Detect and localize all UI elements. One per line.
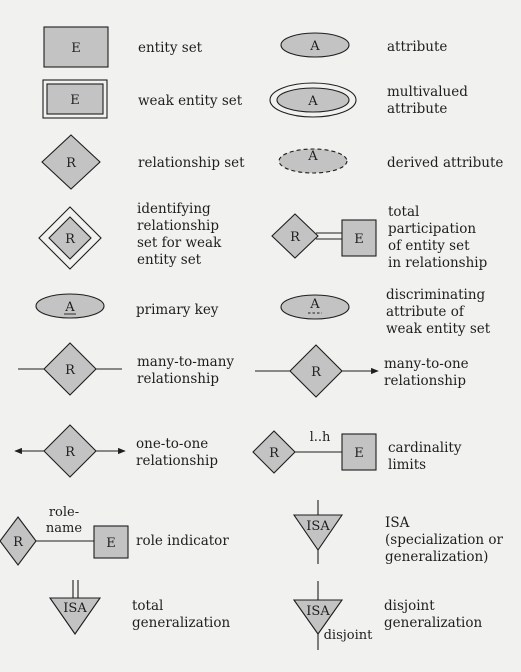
many-to-one-symbol: R bbox=[255, 344, 379, 398]
svg-text:R: R bbox=[65, 232, 76, 247]
role-indicator-symbol: R E role- name bbox=[0, 505, 129, 566]
role-indicator-label: role indicator bbox=[136, 533, 229, 549]
weak-entity-set-double-rectangle: E bbox=[42, 79, 108, 119]
derived-attribute-dashed-ellipse: A bbox=[278, 148, 348, 174]
discriminating-attribute-label: discriminating attribute of weak entity … bbox=[386, 287, 491, 337]
isa-label: ISA (specialization or generalization) bbox=[385, 515, 503, 565]
svg-text:A: A bbox=[309, 39, 320, 54]
svg-text:R: R bbox=[66, 156, 77, 171]
svg-text:E: E bbox=[106, 536, 116, 551]
entity-set-rectangle: E bbox=[43, 26, 109, 68]
svg-text:ISA: ISA bbox=[63, 601, 87, 616]
weak-entity-set-label: weak entity set bbox=[138, 93, 243, 109]
total-participation-symbol: R E bbox=[271, 213, 377, 259]
relationship-set-label: relationship set bbox=[138, 155, 245, 171]
svg-text:E: E bbox=[354, 232, 364, 247]
svg-text:R: R bbox=[269, 446, 280, 461]
discriminating-attribute-ellipse: A bbox=[280, 294, 350, 320]
isa-triangle: ISA bbox=[292, 500, 344, 564]
svg-text:A: A bbox=[307, 149, 318, 164]
relationship-set-diamond: R bbox=[41, 134, 101, 190]
svg-text:A: A bbox=[307, 94, 318, 109]
svg-text:R: R bbox=[65, 363, 76, 378]
identifying-relationship-double-diamond: R bbox=[38, 206, 102, 270]
primary-key-ellipse: A bbox=[35, 293, 105, 319]
svg-text:ISA: ISA bbox=[306, 519, 330, 534]
svg-text:R: R bbox=[13, 535, 24, 550]
svg-text:role-: role- bbox=[49, 505, 79, 520]
primary-key-label: primary key bbox=[136, 302, 219, 318]
total-generalization-triangle: ISA bbox=[48, 580, 102, 635]
attribute-ellipse: A bbox=[280, 32, 350, 58]
svg-text:E: E bbox=[354, 446, 364, 461]
svg-text:E: E bbox=[71, 41, 81, 56]
multivalued-attribute-label: multivalued attribute bbox=[387, 84, 468, 117]
one-to-one-symbol: R bbox=[14, 424, 126, 478]
cardinality-limits-symbol: R E l..h bbox=[252, 430, 377, 474]
cardinality-limits-label: cardinality limits bbox=[388, 440, 462, 473]
multivalued-attribute-double-ellipse: A bbox=[269, 82, 357, 118]
svg-text:l..h: l..h bbox=[310, 430, 331, 445]
derived-attribute-label: derived attribute bbox=[387, 155, 504, 171]
svg-text:disjoint: disjoint bbox=[324, 628, 374, 643]
many-to-many-label: many-to-many relationship bbox=[137, 354, 235, 387]
disjoint-generalization-label: disjoint generalization bbox=[384, 598, 483, 631]
total-participation-label: total participation of entity set in rel… bbox=[388, 204, 488, 271]
svg-text:A: A bbox=[64, 300, 75, 315]
many-to-many-symbol: R bbox=[18, 342, 122, 396]
many-to-one-label: many-to-one relationship bbox=[384, 356, 469, 389]
one-to-one-label: one-to-one relationship bbox=[136, 436, 218, 469]
svg-text:R: R bbox=[290, 230, 301, 245]
total-generalization-label: total generalization bbox=[132, 598, 231, 631]
svg-text:ISA: ISA bbox=[306, 604, 330, 619]
svg-text:R: R bbox=[311, 365, 322, 380]
svg-text:A: A bbox=[309, 297, 320, 312]
entity-set-label: entity set bbox=[138, 40, 203, 56]
svg-text:name: name bbox=[46, 521, 82, 536]
disjoint-generalization-triangle: ISA disjoint bbox=[292, 581, 374, 650]
attribute-label: attribute bbox=[387, 39, 448, 55]
svg-text:R: R bbox=[65, 445, 76, 460]
svg-text:E: E bbox=[70, 93, 80, 108]
identifying-relationship-label: identifying relationship set for weak en… bbox=[137, 201, 222, 268]
